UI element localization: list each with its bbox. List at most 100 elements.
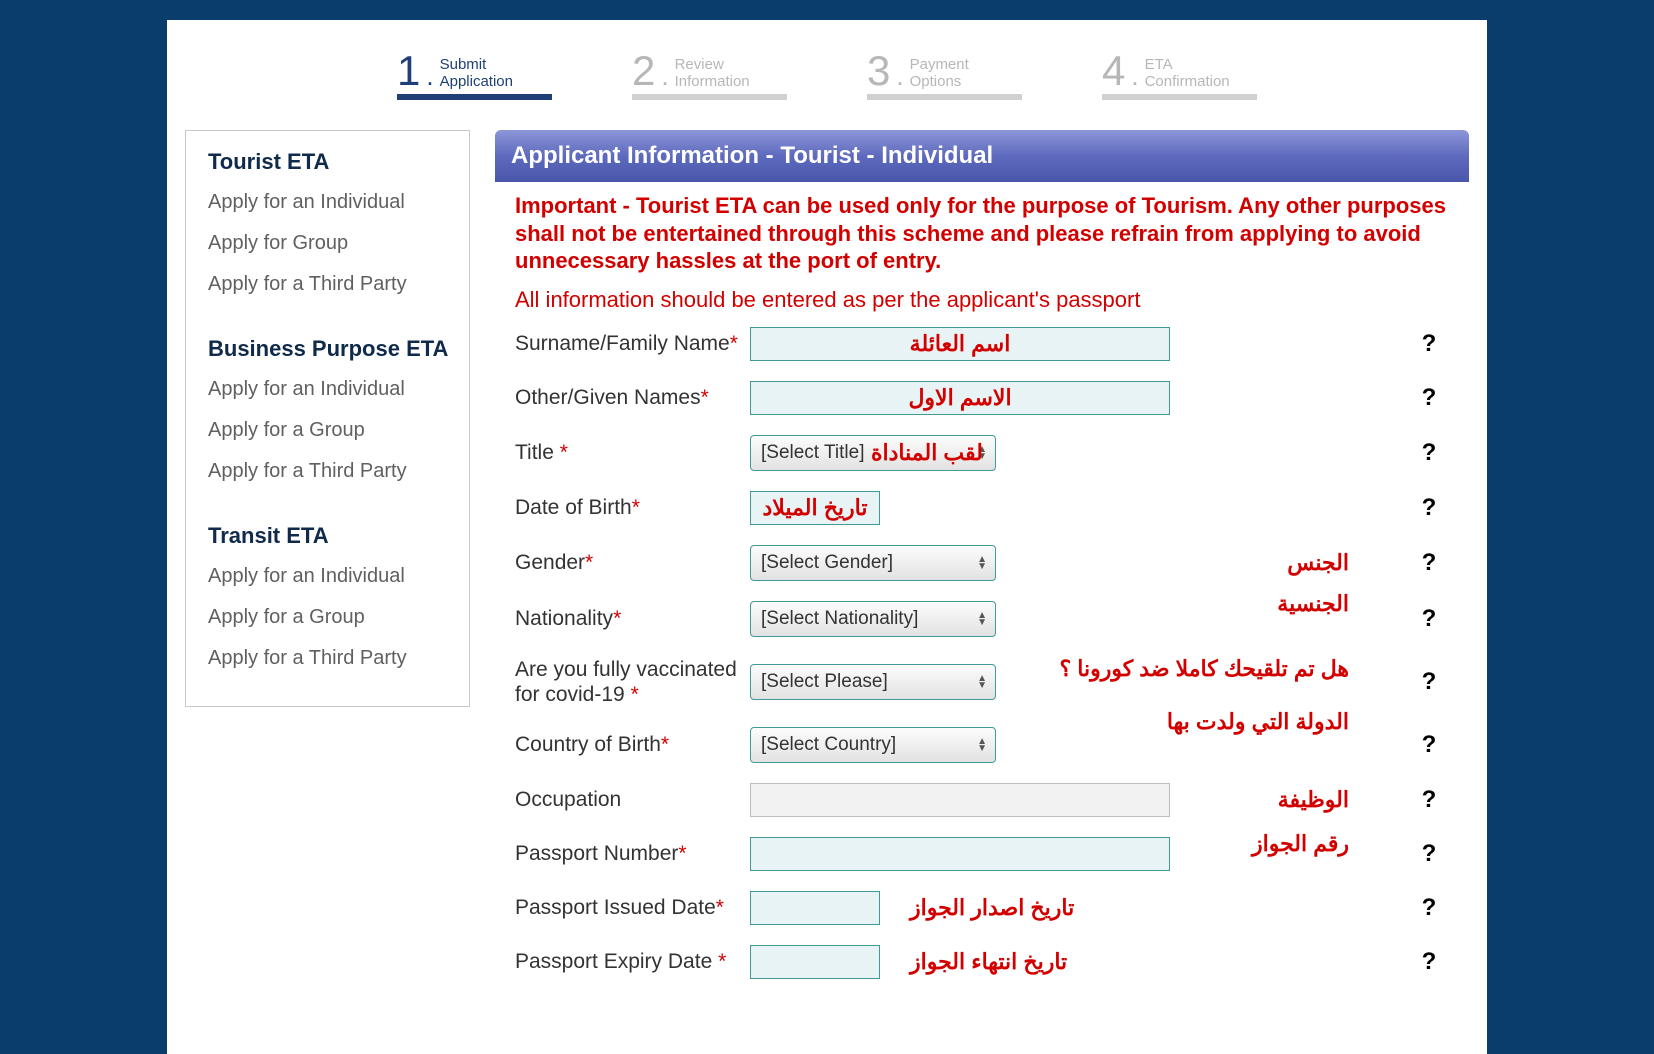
label-cob: Country of Birth* xyxy=(515,733,750,757)
step-label-line2: Information xyxy=(675,74,750,91)
title-select[interactable]: [Select Title] ▲▼ لقب المناداة xyxy=(750,435,996,471)
annotation-occupation: الوظيفة xyxy=(1049,787,1349,813)
help-nationality-icon[interactable]: ? xyxy=(1409,605,1449,633)
sidebar-link-business-group[interactable]: Apply for a Group xyxy=(208,419,451,442)
sidebar-link-transit-group[interactable]: Apply for a Group xyxy=(208,606,451,629)
sidebar: Tourist ETA Apply for an Individual Appl… xyxy=(185,130,470,707)
step-2: 2 . Review Information xyxy=(632,50,787,100)
gender-select-value: [Select Gender] xyxy=(761,552,893,574)
step-dot: . xyxy=(661,63,668,89)
panel-header: Applicant Information - Tourist - Indivi… xyxy=(495,130,1469,182)
help-cob-icon[interactable]: ? xyxy=(1409,731,1449,759)
progress-stepper: 1 . Submit Application 2 . Review Inform… xyxy=(167,40,1487,130)
step-dot: . xyxy=(896,63,903,89)
label-passport-number: Passport Number* xyxy=(515,842,750,866)
sidebar-link-business-thirdparty[interactable]: Apply for a Third Party xyxy=(208,460,451,483)
annotation-gender: الجنس xyxy=(1049,550,1349,576)
sidebar-link-tourist-thirdparty[interactable]: Apply for a Third Party xyxy=(208,273,451,296)
row-passport-issued: Passport Issued Date* تاريخ اصدار الجواز… xyxy=(515,891,1449,925)
step-dot: . xyxy=(426,63,433,89)
row-gender: Gender* [Select Gender] ▲▼ الجنس ? xyxy=(515,545,1449,581)
sidebar-section-business: Business Purpose ETA Apply for an Indivi… xyxy=(208,336,451,483)
step-underline xyxy=(867,94,1022,100)
dob-input[interactable] xyxy=(750,491,880,525)
step-underline xyxy=(397,94,552,100)
main-panel: Applicant Information - Tourist - Indivi… xyxy=(495,130,1469,999)
sidebar-link-transit-thirdparty[interactable]: Apply for a Third Party xyxy=(208,647,451,670)
help-passport-issued-icon[interactable]: ? xyxy=(1409,894,1449,922)
help-gender-icon[interactable]: ? xyxy=(1409,549,1449,577)
sidebar-link-tourist-group[interactable]: Apply for Group xyxy=(208,232,451,255)
annotation-passport-number: رقم الجواز xyxy=(1049,831,1349,857)
step-underline xyxy=(1102,94,1257,100)
row-given-names: Other/Given Names* الاسم الاول ? xyxy=(515,381,1449,415)
row-nationality: Nationality* [Select Nationality] ▲▼ الج… xyxy=(515,601,1449,637)
nationality-select[interactable]: [Select Nationality] ▲▼ xyxy=(750,601,996,637)
surname-input[interactable] xyxy=(750,327,1170,361)
select-arrows-icon: ▲▼ xyxy=(977,556,987,570)
annotation-title: لقب المناداة xyxy=(871,440,983,466)
help-title-icon[interactable]: ? xyxy=(1409,439,1449,467)
help-given-names-icon[interactable]: ? xyxy=(1409,384,1449,412)
page: 1 . Submit Application 2 . Review Inform… xyxy=(167,20,1487,1054)
cob-select[interactable]: [Select Country] ▲▼ xyxy=(750,727,996,763)
step-underline xyxy=(632,94,787,100)
row-occupation: Occupation الوظيفة ? xyxy=(515,783,1449,817)
sidebar-title-business: Business Purpose ETA xyxy=(208,336,451,362)
label-gender: Gender* xyxy=(515,551,750,575)
step-number: 4 xyxy=(1102,50,1125,92)
annotation-nationality: الجنسية xyxy=(1049,591,1349,617)
cob-select-value: [Select Country] xyxy=(761,734,896,756)
title-select-value: [Select Title] xyxy=(761,442,865,464)
step-dot: . xyxy=(1131,63,1138,89)
annotation-passport-issued: تاريخ اصدار الجواز xyxy=(910,895,1074,921)
nationality-select-value: [Select Nationality] xyxy=(761,608,918,630)
label-passport-issued: Passport Issued Date* xyxy=(515,896,750,920)
sidebar-link-business-individual[interactable]: Apply for an Individual xyxy=(208,378,451,401)
label-given-names: Other/Given Names* xyxy=(515,386,750,410)
label-passport-expiry: Passport Expiry Date * xyxy=(515,950,750,974)
step-number: 2 xyxy=(632,50,655,92)
step-label-line1: Submit xyxy=(440,57,513,74)
row-surname: Surname/Family Name* اسم العائلة ? xyxy=(515,327,1449,361)
row-dob: Date of Birth* تاريخ الميلاد ? xyxy=(515,491,1449,525)
gender-select[interactable]: [Select Gender] ▲▼ xyxy=(750,545,996,581)
row-title: Title * [Select Title] ▲▼ لقب المناداة ? xyxy=(515,435,1449,471)
select-arrows-icon: ▲▼ xyxy=(977,675,987,689)
label-surname: Surname/Family Name* xyxy=(515,332,750,356)
help-occupation-icon[interactable]: ? xyxy=(1409,786,1449,814)
passport-expiry-input[interactable] xyxy=(750,945,880,979)
label-occupation: Occupation xyxy=(515,788,750,812)
step-label-line1: ETA xyxy=(1145,57,1230,74)
step-3: 3 . Payment Options xyxy=(867,50,1022,100)
help-vaccinated-icon[interactable]: ? xyxy=(1409,668,1449,696)
warning-text: Important - Tourist ETA can be used only… xyxy=(495,182,1469,281)
select-arrows-icon: ▲▼ xyxy=(977,612,987,626)
row-cob: Country of Birth* [Select Country] ▲▼ ال… xyxy=(515,727,1449,763)
annotation-cob: الدولة التي ولدت بها xyxy=(1049,709,1349,735)
help-surname-icon[interactable]: ? xyxy=(1409,330,1449,358)
label-nationality: Nationality* xyxy=(515,607,750,631)
step-label-line2: Confirmation xyxy=(1145,74,1230,91)
annotation-passport-expiry: تاريخ انتهاء الجواز xyxy=(910,949,1067,975)
select-arrows-icon: ▲▼ xyxy=(977,446,987,460)
passport-issued-input[interactable] xyxy=(750,891,880,925)
applicant-form: Surname/Family Name* اسم العائلة ? Other… xyxy=(495,327,1469,979)
vaccinated-select-value: [Select Please] xyxy=(761,671,888,693)
sidebar-link-transit-individual[interactable]: Apply for an Individual xyxy=(208,565,451,588)
help-passport-expiry-icon[interactable]: ? xyxy=(1409,948,1449,976)
given-names-input[interactable] xyxy=(750,381,1170,415)
sidebar-link-tourist-individual[interactable]: Apply for an Individual xyxy=(208,191,451,214)
help-passport-number-icon[interactable]: ? xyxy=(1409,840,1449,868)
help-dob-icon[interactable]: ? xyxy=(1409,494,1449,522)
annotation-vaccinated: هل تم تلقيحك كاملا ضد كورونا ؟ xyxy=(1049,656,1349,682)
page-outer: 1 . Submit Application 2 . Review Inform… xyxy=(0,0,1654,1054)
step-label-line2: Options xyxy=(910,74,969,91)
step-label-line1: Review xyxy=(675,57,750,74)
vaccinated-select[interactable]: [Select Please] ▲▼ xyxy=(750,664,996,700)
label-vaccinated: Are you fully vaccinated for covid-19 * xyxy=(515,657,750,707)
step-label-line2: Application xyxy=(440,74,513,91)
row-passport-number: Passport Number* رقم الجواز ? xyxy=(515,837,1449,871)
row-passport-expiry: Passport Expiry Date * تاريخ انتهاء الجو… xyxy=(515,945,1449,979)
label-dob: Date of Birth* xyxy=(515,496,750,520)
